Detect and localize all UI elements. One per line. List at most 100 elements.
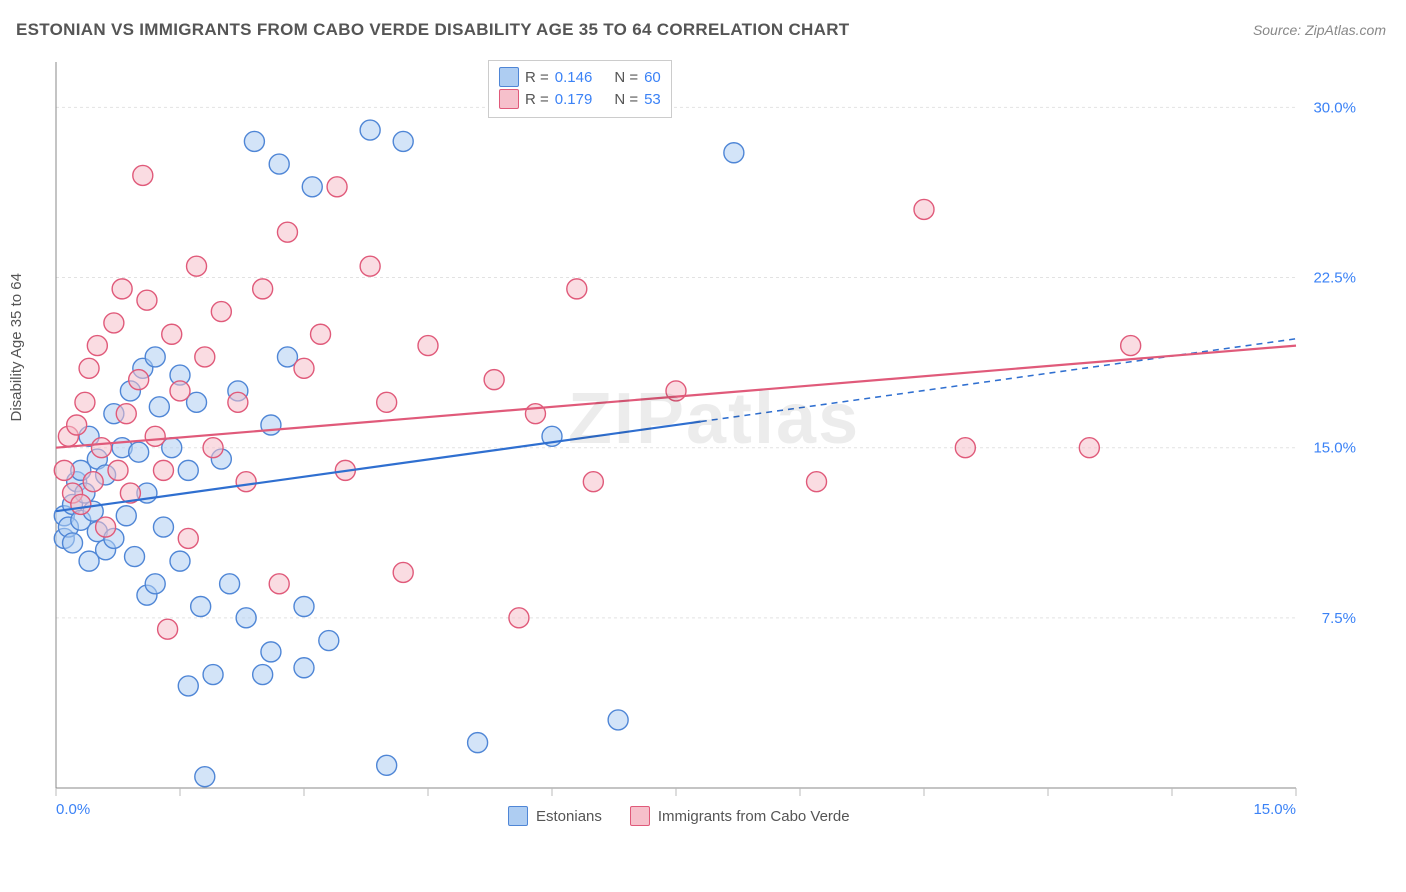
data-point bbox=[149, 397, 169, 417]
data-point bbox=[294, 597, 314, 617]
data-point bbox=[807, 472, 827, 492]
data-point bbox=[236, 472, 256, 492]
data-point bbox=[108, 460, 128, 480]
stats-r-label: R = bbox=[525, 69, 549, 86]
data-point bbox=[244, 131, 264, 151]
y-tick-label: 15.0% bbox=[1313, 440, 1356, 457]
stats-n-label: N = bbox=[614, 91, 638, 108]
data-point bbox=[608, 710, 628, 730]
data-point bbox=[195, 347, 215, 367]
x-tick-label: 0.0% bbox=[56, 801, 90, 818]
data-point bbox=[583, 472, 603, 492]
y-tick-label: 22.5% bbox=[1313, 270, 1356, 287]
stats-legend-row: R = 0.146 N = 60 bbox=[499, 67, 661, 87]
stats-r-value: 0.146 bbox=[555, 69, 593, 86]
data-point bbox=[104, 313, 124, 333]
y-axis-label: Disability Age 35 to 64 bbox=[8, 273, 25, 421]
source-attribution: Source: ZipAtlas.com bbox=[1253, 22, 1386, 38]
legend-label: Estonians bbox=[536, 808, 602, 825]
data-point bbox=[269, 154, 289, 174]
data-point bbox=[170, 381, 190, 401]
stats-n-label: N = bbox=[614, 69, 638, 86]
data-point bbox=[129, 442, 149, 462]
data-point bbox=[158, 619, 178, 639]
data-point bbox=[83, 472, 103, 492]
data-point bbox=[261, 415, 281, 435]
data-point bbox=[418, 336, 438, 356]
data-point bbox=[311, 324, 331, 344]
series-legend: Estonians Immigrants from Cabo Verde bbox=[508, 806, 850, 826]
data-point bbox=[145, 347, 165, 367]
scatter-svg: 7.5% 15.0% 22.5% 30.0% 0.0% 15.0% bbox=[48, 58, 1366, 828]
data-point bbox=[145, 574, 165, 594]
plot-bg bbox=[48, 58, 1366, 828]
data-point bbox=[170, 551, 190, 571]
legend-label: Immigrants from Cabo Verde bbox=[658, 808, 850, 825]
data-point bbox=[63, 533, 83, 553]
data-point bbox=[54, 460, 74, 480]
data-point bbox=[71, 494, 91, 514]
data-point bbox=[153, 460, 173, 480]
data-point bbox=[67, 415, 87, 435]
data-point bbox=[137, 290, 157, 310]
plot-area: 7.5%15.0%22.5%30.0%0.0%15.0% ZIPatlas R … bbox=[48, 58, 1366, 828]
data-point bbox=[178, 676, 198, 696]
data-point bbox=[116, 506, 136, 526]
data-point bbox=[294, 358, 314, 378]
data-point bbox=[203, 438, 223, 458]
data-point bbox=[228, 392, 248, 412]
data-point bbox=[360, 256, 380, 276]
legend-swatch bbox=[499, 67, 519, 87]
stats-n-value: 60 bbox=[644, 69, 661, 86]
legend-item: Immigrants from Cabo Verde bbox=[630, 806, 850, 826]
chart-container: ESTONIAN VS IMMIGRANTS FROM CABO VERDE D… bbox=[0, 0, 1406, 892]
data-point bbox=[203, 665, 223, 685]
data-point bbox=[377, 392, 397, 412]
data-point bbox=[253, 279, 273, 299]
data-point bbox=[724, 143, 744, 163]
data-point bbox=[79, 358, 99, 378]
data-point bbox=[112, 279, 132, 299]
data-point bbox=[125, 547, 145, 567]
stats-r-value: 0.179 bbox=[555, 91, 593, 108]
data-point bbox=[360, 120, 380, 140]
data-point bbox=[162, 324, 182, 344]
data-point bbox=[87, 336, 107, 356]
stats-legend-row: R =0.179N =53 bbox=[499, 89, 661, 109]
data-point bbox=[1121, 336, 1141, 356]
y-tick-label: 30.0% bbox=[1313, 99, 1356, 116]
stats-r-label: R = bbox=[525, 91, 549, 108]
data-point bbox=[377, 755, 397, 775]
data-point bbox=[468, 733, 488, 753]
legend-swatch bbox=[630, 806, 650, 826]
data-point bbox=[116, 404, 136, 424]
data-point bbox=[96, 517, 116, 537]
data-point bbox=[178, 528, 198, 548]
data-point bbox=[187, 256, 207, 276]
data-point bbox=[277, 222, 297, 242]
data-point bbox=[261, 642, 281, 662]
data-point bbox=[269, 574, 289, 594]
legend-swatch bbox=[499, 89, 519, 109]
data-point bbox=[133, 165, 153, 185]
y-tick-label: 7.5% bbox=[1322, 610, 1356, 627]
data-point bbox=[955, 438, 975, 458]
data-point bbox=[253, 665, 273, 685]
data-point bbox=[220, 574, 240, 594]
data-point bbox=[327, 177, 347, 197]
legend-swatch bbox=[508, 806, 528, 826]
data-point bbox=[91, 438, 111, 458]
data-point bbox=[567, 279, 587, 299]
data-point bbox=[178, 460, 198, 480]
stats-legend: R =0.146N =60R =0.179N =53 bbox=[488, 60, 672, 118]
data-point bbox=[75, 392, 95, 412]
data-point bbox=[914, 199, 934, 219]
data-point bbox=[393, 131, 413, 151]
data-point bbox=[191, 597, 211, 617]
data-point bbox=[129, 370, 149, 390]
data-point bbox=[236, 608, 256, 628]
x-tick-label: 15.0% bbox=[1253, 801, 1296, 818]
data-point bbox=[319, 631, 339, 651]
data-point bbox=[1079, 438, 1099, 458]
legend-item: Estonians bbox=[508, 806, 602, 826]
